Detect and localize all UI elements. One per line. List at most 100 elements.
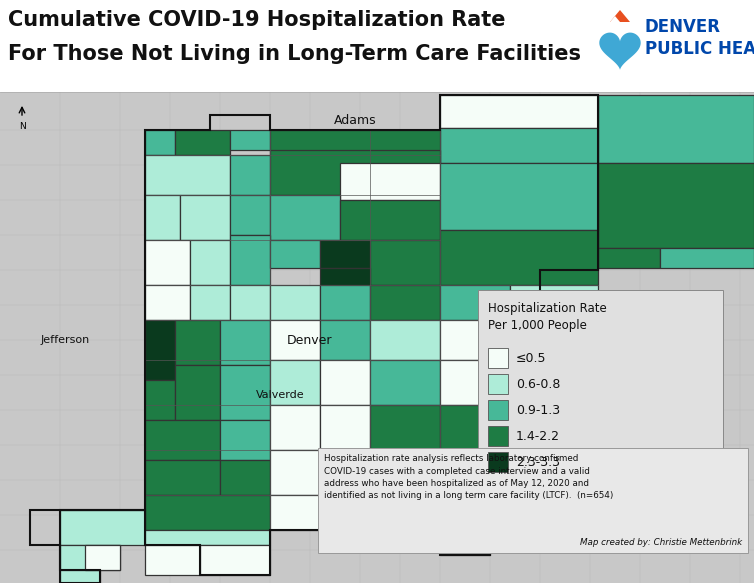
Text: Adams: Adams xyxy=(334,114,376,127)
Polygon shape xyxy=(220,420,270,460)
Polygon shape xyxy=(598,163,754,248)
Polygon shape xyxy=(200,545,270,575)
Polygon shape xyxy=(175,365,220,420)
Polygon shape xyxy=(270,405,320,450)
Polygon shape xyxy=(175,320,220,365)
Polygon shape xyxy=(370,285,440,320)
Text: Hospitalization rate analysis reflects laboratory confirmed
COVID-19 cases with : Hospitalization rate analysis reflects l… xyxy=(324,454,613,500)
Bar xyxy=(488,426,508,446)
Polygon shape xyxy=(370,360,440,405)
Polygon shape xyxy=(440,163,598,230)
Bar xyxy=(488,348,508,368)
Polygon shape xyxy=(320,360,370,405)
Polygon shape xyxy=(145,240,190,285)
Text: DENVER: DENVER xyxy=(645,18,721,36)
Polygon shape xyxy=(270,285,320,320)
Polygon shape xyxy=(598,95,754,163)
Polygon shape xyxy=(145,495,270,530)
Text: Hospitalization Rate
Per 1,000 People: Hospitalization Rate Per 1,000 People xyxy=(488,302,607,332)
Text: N: N xyxy=(19,122,26,131)
Polygon shape xyxy=(145,530,270,545)
Polygon shape xyxy=(320,450,370,495)
Polygon shape xyxy=(440,128,598,163)
Bar xyxy=(488,452,508,472)
Polygon shape xyxy=(190,285,230,320)
Polygon shape xyxy=(510,360,598,405)
Polygon shape xyxy=(270,150,440,200)
Polygon shape xyxy=(370,495,440,530)
Text: For Those Not Living in Long-Term Care Facilities: For Those Not Living in Long-Term Care F… xyxy=(8,44,581,64)
Text: 1.4-2.2: 1.4-2.2 xyxy=(516,430,560,442)
Polygon shape xyxy=(440,95,598,128)
Polygon shape xyxy=(145,460,220,495)
Polygon shape xyxy=(510,320,598,360)
Polygon shape xyxy=(599,33,641,70)
Polygon shape xyxy=(145,420,220,460)
Polygon shape xyxy=(270,195,340,240)
Polygon shape xyxy=(145,380,175,420)
Polygon shape xyxy=(440,490,540,535)
Text: Cumulative COVID-19 Hospitalization Rate: Cumulative COVID-19 Hospitalization Rate xyxy=(8,10,505,30)
Bar xyxy=(318,448,748,553)
Polygon shape xyxy=(220,320,270,365)
Polygon shape xyxy=(190,240,230,285)
Polygon shape xyxy=(440,360,510,405)
Text: 0.9-1.3: 0.9-1.3 xyxy=(516,403,560,416)
Polygon shape xyxy=(60,510,145,545)
Polygon shape xyxy=(340,200,440,240)
Polygon shape xyxy=(180,195,230,240)
Text: 0.6-0.8: 0.6-0.8 xyxy=(516,378,560,391)
Polygon shape xyxy=(145,545,200,575)
Polygon shape xyxy=(145,155,230,195)
Text: Jefferson: Jefferson xyxy=(41,335,90,345)
Polygon shape xyxy=(320,405,370,450)
Text: PUBLIC HEALTH.: PUBLIC HEALTH. xyxy=(645,40,754,58)
Polygon shape xyxy=(510,285,598,320)
Polygon shape xyxy=(610,16,620,22)
Polygon shape xyxy=(440,405,480,450)
Polygon shape xyxy=(370,405,440,450)
Polygon shape xyxy=(145,130,175,155)
Text: Map created by: Christie Mettenbrink: Map created by: Christie Mettenbrink xyxy=(580,538,742,547)
Polygon shape xyxy=(270,130,440,163)
Polygon shape xyxy=(220,460,270,495)
Bar xyxy=(488,400,508,420)
Polygon shape xyxy=(320,240,370,268)
Polygon shape xyxy=(60,570,100,583)
Polygon shape xyxy=(230,155,270,195)
Polygon shape xyxy=(370,240,440,285)
Polygon shape xyxy=(598,248,660,268)
Polygon shape xyxy=(230,130,270,150)
Polygon shape xyxy=(440,230,598,285)
Polygon shape xyxy=(145,285,190,320)
Polygon shape xyxy=(270,320,320,360)
Polygon shape xyxy=(370,320,440,360)
Text: Valverde: Valverde xyxy=(256,390,305,400)
Polygon shape xyxy=(490,450,580,500)
Polygon shape xyxy=(440,285,510,320)
Polygon shape xyxy=(440,535,490,555)
Polygon shape xyxy=(60,545,120,570)
Polygon shape xyxy=(340,163,440,200)
Text: 2.3-3.3: 2.3-3.3 xyxy=(516,455,560,469)
Polygon shape xyxy=(85,545,120,570)
Polygon shape xyxy=(660,248,754,268)
Polygon shape xyxy=(440,320,510,360)
Polygon shape xyxy=(320,268,370,285)
Polygon shape xyxy=(270,450,320,495)
Polygon shape xyxy=(320,285,370,320)
Polygon shape xyxy=(220,365,270,420)
Polygon shape xyxy=(230,235,270,285)
Polygon shape xyxy=(480,405,540,450)
Bar xyxy=(488,374,508,394)
Polygon shape xyxy=(145,195,180,240)
Text: Denver: Denver xyxy=(287,333,333,346)
Polygon shape xyxy=(230,285,270,320)
Polygon shape xyxy=(320,320,370,360)
Polygon shape xyxy=(270,240,320,268)
Polygon shape xyxy=(230,195,270,235)
Polygon shape xyxy=(610,10,630,22)
Polygon shape xyxy=(440,450,490,500)
Bar xyxy=(478,290,723,485)
Text: ≤0.5: ≤0.5 xyxy=(516,352,547,364)
